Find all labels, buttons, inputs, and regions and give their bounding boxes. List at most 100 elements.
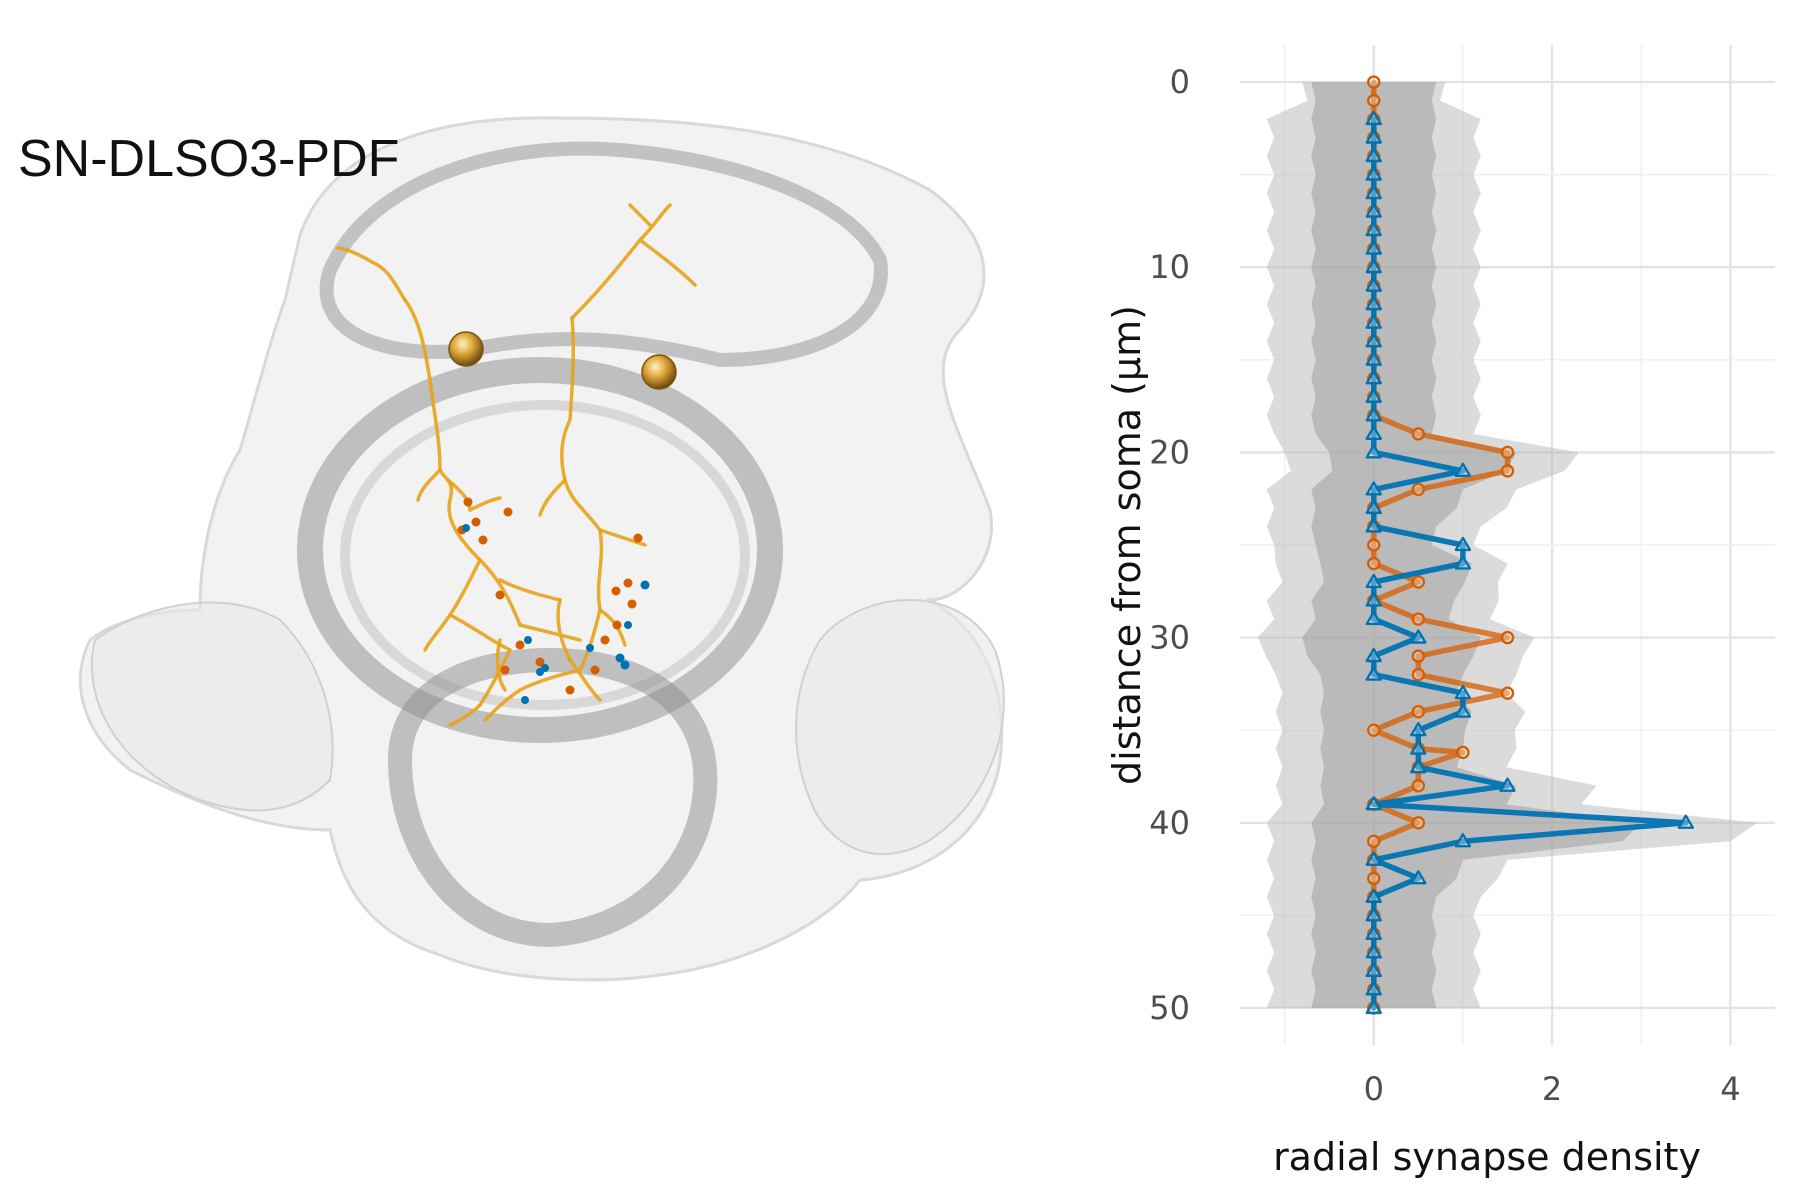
x-tick-labels: 0 2 4 — [1364, 1070, 1741, 1108]
y-tick-labels: 0 10 20 30 40 50 — [1149, 63, 1190, 1027]
data-point — [1365, 925, 1382, 940]
y-tick-label: 10 — [1149, 248, 1190, 286]
data-point — [1365, 388, 1382, 403]
data-point — [1365, 666, 1382, 681]
data-point — [1365, 888, 1382, 903]
soma-left — [448, 331, 484, 367]
chart-series — [1365, 75, 1695, 1015]
synapse-dot — [503, 507, 513, 517]
brain-mesh-central-ring — [297, 357, 783, 743]
data-point — [1367, 75, 1381, 89]
data-point — [1365, 481, 1382, 496]
density-chart: 0 2 4 0 10 20 30 40 50 radial synapse density d… — [1105, 45, 1775, 1179]
data-point — [1365, 296, 1382, 311]
data-point — [1454, 555, 1472, 570]
incoming-synapse-dots — [462, 524, 650, 704]
data-point — [1454, 536, 1472, 552]
data-point — [1365, 110, 1382, 126]
data-point — [1365, 314, 1382, 329]
synapse-dot — [471, 517, 481, 527]
data-point — [1365, 333, 1382, 348]
data-point — [1677, 814, 1695, 829]
data-point — [1365, 944, 1382, 959]
data-point — [1410, 759, 1427, 774]
data-point — [1500, 464, 1515, 478]
data-point — [1365, 370, 1382, 385]
data-point — [1411, 667, 1426, 682]
data-point — [1411, 704, 1426, 719]
y-tick-label: 30 — [1149, 619, 1190, 657]
data-point — [1456, 745, 1470, 760]
data-point — [1365, 129, 1382, 144]
data-point — [1365, 499, 1382, 515]
data-point — [1365, 351, 1382, 366]
synapse-dot — [640, 580, 650, 590]
data-point — [1411, 612, 1426, 626]
data-point — [1365, 851, 1382, 866]
data-point — [1410, 740, 1427, 755]
data-point — [1367, 556, 1381, 571]
brain-mesh-central-ring-inner — [340, 400, 750, 710]
data-point — [1365, 592, 1382, 607]
data-point — [1365, 518, 1382, 533]
data-point — [1365, 240, 1382, 255]
data-point — [1454, 703, 1472, 718]
neuron-rendering-panel: SN-DLSO3-PDF — [18, 116, 1005, 982]
data-point — [1365, 573, 1382, 589]
data-point — [1454, 833, 1472, 848]
synapse-dot — [600, 635, 610, 645]
data-point — [1365, 184, 1382, 200]
data-point — [1411, 779, 1426, 793]
synapse-dot — [521, 696, 529, 704]
data-point — [1500, 630, 1515, 645]
synapse-dot — [623, 578, 633, 588]
data-point — [1365, 259, 1382, 274]
data-point — [1365, 962, 1382, 978]
data-point — [1411, 575, 1426, 589]
data-point — [1365, 221, 1382, 237]
y-tick-label: 50 — [1149, 989, 1190, 1027]
band-inner — [1302, 82, 1642, 1008]
data-point — [1365, 407, 1382, 422]
brain-mesh — [78, 116, 1005, 982]
y-tick-label: 0 — [1170, 63, 1190, 101]
data-point — [1367, 871, 1381, 886]
data-point — [1411, 649, 1426, 663]
data-point — [1410, 721, 1427, 737]
synapse-dot — [615, 653, 625, 663]
brain-mesh-lower-ring — [387, 647, 718, 948]
outgoing-synapse-dots — [457, 497, 643, 695]
y-tick-label: 40 — [1149, 804, 1190, 842]
synapse-dot — [524, 636, 532, 644]
data-point — [1500, 686, 1515, 700]
synapse-dot — [590, 665, 600, 675]
shuffled-bands — [1257, 82, 1758, 1008]
data-point — [1365, 277, 1382, 292]
synapse-dot — [535, 657, 545, 667]
neuron-label: SN-DLSO3-PDF — [18, 130, 399, 188]
data-point — [1365, 147, 1382, 163]
data-point — [1365, 444, 1382, 459]
data-point — [1367, 723, 1381, 737]
data-point — [1365, 610, 1382, 626]
synapse-dot — [500, 665, 510, 675]
data-point — [1411, 427, 1426, 441]
data-point — [1365, 647, 1382, 663]
data-point — [1411, 816, 1426, 830]
synapse-dot — [463, 497, 473, 507]
data-point — [1500, 445, 1515, 460]
y-axis-title: distance from soma (µm) — [1105, 305, 1149, 785]
data-point — [1367, 538, 1381, 552]
data-point — [1410, 870, 1427, 885]
data-point — [1365, 999, 1382, 1015]
data-point — [1365, 907, 1382, 922]
x-tick-label: 4 — [1720, 1070, 1740, 1108]
data-point — [1367, 834, 1381, 848]
synapse-dot — [462, 524, 470, 532]
synapse-dot — [624, 621, 632, 629]
synapse-dot — [627, 599, 637, 609]
synapse-dot — [633, 533, 643, 543]
synapse-dot — [536, 668, 544, 676]
synapse-dot — [565, 685, 575, 695]
